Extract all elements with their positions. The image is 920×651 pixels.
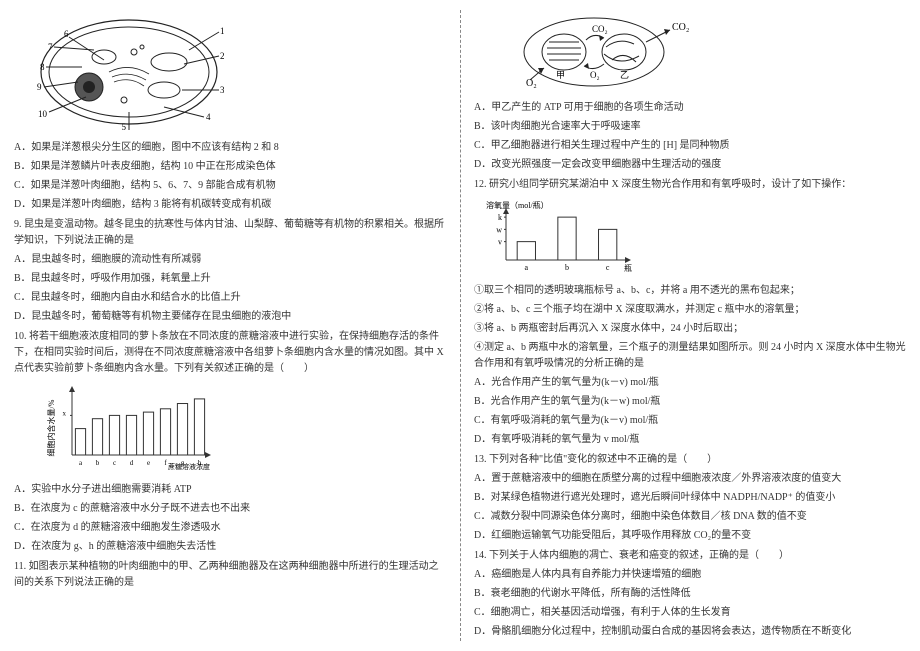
q13-option-a: A．置于蔗糖溶液中的细胞在质壁分离的过程中细胞液浓度／外界溶液浓度的值变大 bbox=[474, 471, 906, 487]
q10-option-d: D．在浓度为 g、h 的蔗糖溶液中细胞失去活性 bbox=[14, 539, 446, 555]
bar-chart: abcdefgh细胞内含水量/%蔗糖溶液浓度x bbox=[44, 383, 446, 476]
organelle-diagram: CO₂ CO₂ O₂ O₂ 甲 乙 bbox=[494, 12, 906, 92]
q13-option-b: B．对某绿色植物进行遮光处理时，遮光后瞬间叶绿体中 NADPH/NADP⁺ 的值… bbox=[474, 490, 906, 506]
svg-text:3: 3 bbox=[220, 85, 224, 95]
svg-text:a: a bbox=[79, 459, 83, 467]
question-12: 12. 研究小组同学研究某湖泊中 X 深度生物光合作用和有氧呼吸时，设计了如下操… bbox=[474, 177, 906, 193]
r-option-a: A．甲乙产生的 ATP 可用于细胞的各项生命活动 bbox=[474, 100, 906, 116]
question-10: 10. 将若干细胞液浓度相同的萝卜条放在不同浓度的蔗糖溶液中进行实验，在保持细胞… bbox=[14, 329, 446, 377]
svg-text:a: a bbox=[525, 263, 529, 272]
q12-option-d: D．有氧呼吸消耗的氧气量为 v mol/瓶 bbox=[474, 432, 906, 448]
q14-option-d: D．骨骼肌细胞分化过程中，控制肌动蛋白合成的基因将会表达，遗传物质在不断变化 bbox=[474, 624, 906, 640]
svg-text:甲: 甲 bbox=[556, 70, 565, 80]
svg-text:f: f bbox=[164, 459, 167, 467]
question-11: 11. 如图表示某种植物的叶肉细胞中的甲、乙两种细胞器及在这两种细胞器中所进行的… bbox=[14, 559, 446, 591]
svg-text:v: v bbox=[498, 238, 502, 247]
svg-text:溶氧量（mol/瓶）: 溶氧量（mol/瓶） bbox=[486, 200, 549, 210]
svg-text:k: k bbox=[498, 213, 502, 222]
svg-text:d: d bbox=[130, 459, 134, 467]
svg-text:蔗糖溶液浓度: 蔗糖溶液浓度 bbox=[168, 462, 210, 471]
svg-text:CO₂: CO₂ bbox=[592, 24, 608, 34]
q9-option-b: B．昆虫越冬时，呼吸作用加强，耗氧量上升 bbox=[14, 271, 446, 287]
q12-option-c: C．有氧呼吸消耗的氧气量为(k－v) mol/瓶 bbox=[474, 413, 906, 429]
q9-option-d: D．昆虫越冬时，葡萄糖等有机物主要储存在昆虫细胞的液泡中 bbox=[14, 309, 446, 325]
step-4: ④测定 a、b 两瓶中水的溶氧量，三个瓶子的测量结果如图所示。则 24 小时内 … bbox=[474, 340, 906, 372]
svg-text:b: b bbox=[96, 459, 100, 467]
q9-option-a: A．昆虫越冬时，细胞膜的流动性有所减弱 bbox=[14, 252, 446, 268]
q12-option-a: A．光合作用产生的氧气量为(k－v) mol/瓶 bbox=[474, 375, 906, 391]
q10-option-a: A．实验中水分子进出细胞需要消耗 ATP bbox=[14, 482, 446, 498]
svg-text:w: w bbox=[496, 225, 502, 234]
cell-diagram: 1 2 3 4 5 6 7 8 9 10 bbox=[34, 12, 446, 132]
svg-text:6: 6 bbox=[64, 29, 69, 39]
r-option-d: D．改变光照强度一定会改变甲细胞器中生理活动的强度 bbox=[474, 157, 906, 173]
option-d: D．如果是洋葱叶肉细胞，结构 3 能将有机碳转变成有机碳 bbox=[14, 197, 446, 213]
question-9: 9. 昆虫是变温动物。越冬昆虫的抗寒性与体内甘油、山梨醇、葡萄糖等有机物的积累相… bbox=[14, 217, 446, 249]
svg-text:5: 5 bbox=[122, 122, 127, 132]
svg-text:2: 2 bbox=[220, 51, 224, 61]
svg-text:c: c bbox=[606, 263, 610, 272]
option-b: B．如果是洋葱鳞片叶表皮细胞，结构 10 中正在形成染色体 bbox=[14, 159, 446, 175]
small-bar-chart: 溶氧量（mol/瓶） a b c kwv 瓶 bbox=[484, 199, 906, 277]
step-3: ③将 a、b 两瓶密封后再沉入 X 深度水体中，24 小时后取出； bbox=[474, 321, 906, 337]
q14-option-b: B．衰老细胞的代谢水平降低，所有酶的活性降低 bbox=[474, 586, 906, 602]
question-14: 14. 下列关于人体内细胞的凋亡、衰老和癌变的叙述，正确的是（ ） bbox=[474, 548, 906, 564]
svg-text:8: 8 bbox=[40, 62, 45, 72]
r-option-c: C．甲乙细胞器进行相关生理过程中产生的 [H] 是同种物质 bbox=[474, 138, 906, 154]
q13-option-c: C．减数分裂中同源染色体分离时，细胞中染色体数目／核 DNA 数的值不变 bbox=[474, 509, 906, 525]
step-1: ①取三个相同的透明玻璃瓶标号 a、b、c，并将 a 用不透光的黑布包起来； bbox=[474, 283, 906, 299]
svg-text:4: 4 bbox=[206, 112, 211, 122]
option-a: A．如果是洋葱根尖分生区的细胞，图中不应该有结构 2 和 8 bbox=[14, 140, 446, 156]
q14-option-c: C．细胞凋亡，相关基因活动增强，有利于人体的生长发育 bbox=[474, 605, 906, 621]
q10-option-b: B．在浓度为 c 的蔗糖溶液中水分子既不进去也不出来 bbox=[14, 501, 446, 517]
svg-text:b: b bbox=[565, 263, 569, 272]
svg-text:1: 1 bbox=[220, 26, 224, 36]
question-13: 13. 下列对各种"比值"变化的叙述中不正确的是（ ） bbox=[474, 452, 906, 468]
svg-text:10: 10 bbox=[38, 109, 48, 119]
svg-text:细胞内含水量/%: 细胞内含水量/% bbox=[46, 399, 56, 456]
q10-option-c: C．在浓度为 d 的蔗糖溶液中细胞发生渗透吸水 bbox=[14, 520, 446, 536]
svg-text:瓶: 瓶 bbox=[624, 263, 632, 273]
q14-option-a: A．癌细胞是人体内具有自养能力并快速增殖的细胞 bbox=[474, 567, 906, 583]
option-c: C．如果是洋葱叶肉细胞，结构 5、6、7、9 部能合成有机物 bbox=[14, 178, 446, 194]
step-2: ②将 a、b、c 三个瓶子均在湖中 X 深度取满水，并测定 c 瓶中水的溶氧量； bbox=[474, 302, 906, 318]
svg-text:9: 9 bbox=[37, 82, 42, 92]
svg-text:乙: 乙 bbox=[620, 70, 629, 80]
svg-text:O₂: O₂ bbox=[590, 70, 600, 80]
svg-text:O₂: O₂ bbox=[526, 78, 537, 89]
q13-option-d: D．红细胞运输氧气功能受阻后，其呼吸作用释放 CO₂的量不变 bbox=[474, 528, 906, 544]
svg-text:e: e bbox=[147, 459, 150, 467]
svg-text:c: c bbox=[113, 459, 116, 467]
svg-text:x: x bbox=[63, 409, 67, 417]
q9-option-c: C．昆虫越冬时，细胞内自由水和结合水的比值上升 bbox=[14, 290, 446, 306]
svg-text:7: 7 bbox=[48, 42, 53, 52]
q12-option-b: B．光合作用产生的氧气量为(k－w) mol/瓶 bbox=[474, 394, 906, 410]
svg-text:CO₂: CO₂ bbox=[672, 22, 689, 33]
r-option-b: B．该叶肉细胞光合速率大于呼吸速率 bbox=[474, 119, 906, 135]
